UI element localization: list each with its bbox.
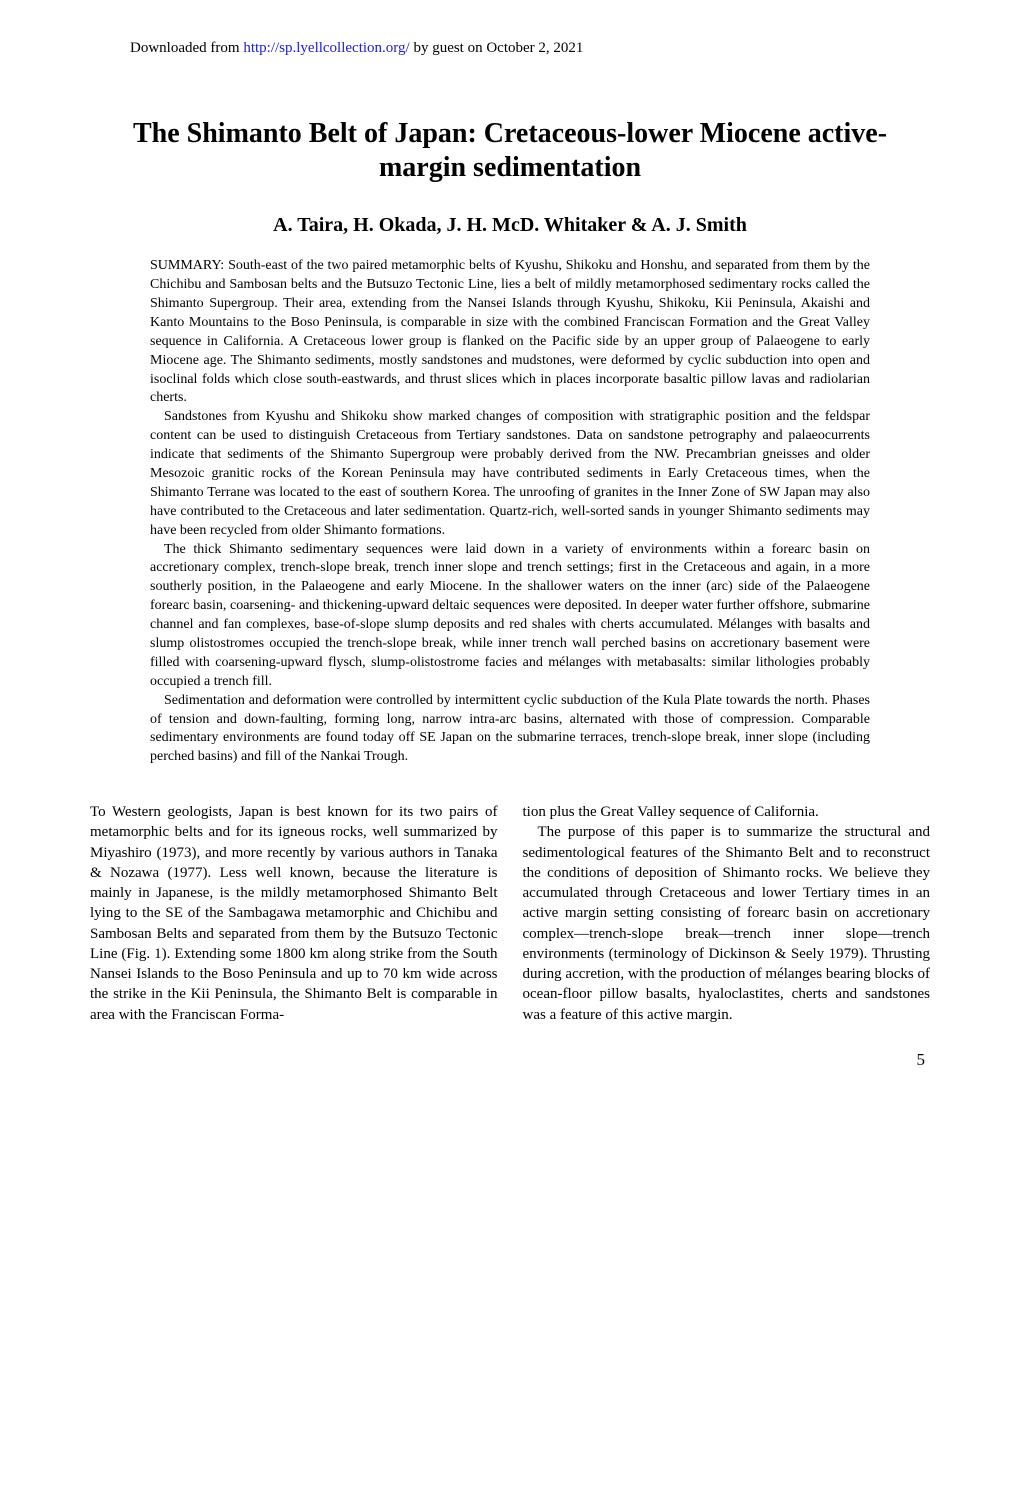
body-columns: To Western geologists, Japan is best kno… xyxy=(90,802,930,1025)
summary-label: SUMMARY: xyxy=(150,258,228,273)
paper-title: The Shimanto Belt of Japan: Cretaceous-l… xyxy=(90,117,930,184)
download-link[interactable]: http://sp.lyellcollection.org/ xyxy=(243,40,409,56)
summary-para-2: Sandstones from Kyushu and Shikoku show … xyxy=(150,408,870,540)
summary-block: SUMMARY: South-east of the two paired me… xyxy=(150,257,870,767)
body-col1-p1: To Western geologists, Japan is best kno… xyxy=(90,802,498,1025)
download-header: Downloaded from http://sp.lyellcollectio… xyxy=(130,40,930,57)
summary-para-3: The thick Shimanto sedimentary sequences… xyxy=(150,541,870,692)
body-col2-p1: tion plus the Great Valley sequence of C… xyxy=(523,802,931,822)
summary-para-4: Sedimentation and deformation were contr… xyxy=(150,692,870,768)
download-prefix: Downloaded from xyxy=(130,40,243,56)
page-number: 5 xyxy=(90,1050,930,1070)
paper-authors: A. Taira, H. Okada, J. H. McD. Whitaker … xyxy=(90,214,930,237)
summary-para-1: SUMMARY: South-east of the two paired me… xyxy=(150,257,870,408)
download-suffix: by guest on October 2, 2021 xyxy=(410,40,584,56)
body-col2-p2: The purpose of this paper is to summariz… xyxy=(523,822,931,1025)
right-column: tion plus the Great Valley sequence of C… xyxy=(523,802,931,1025)
summary-para-1-text: South-east of the two paired metamorphic… xyxy=(150,258,870,405)
left-column: To Western geologists, Japan is best kno… xyxy=(90,802,498,1025)
